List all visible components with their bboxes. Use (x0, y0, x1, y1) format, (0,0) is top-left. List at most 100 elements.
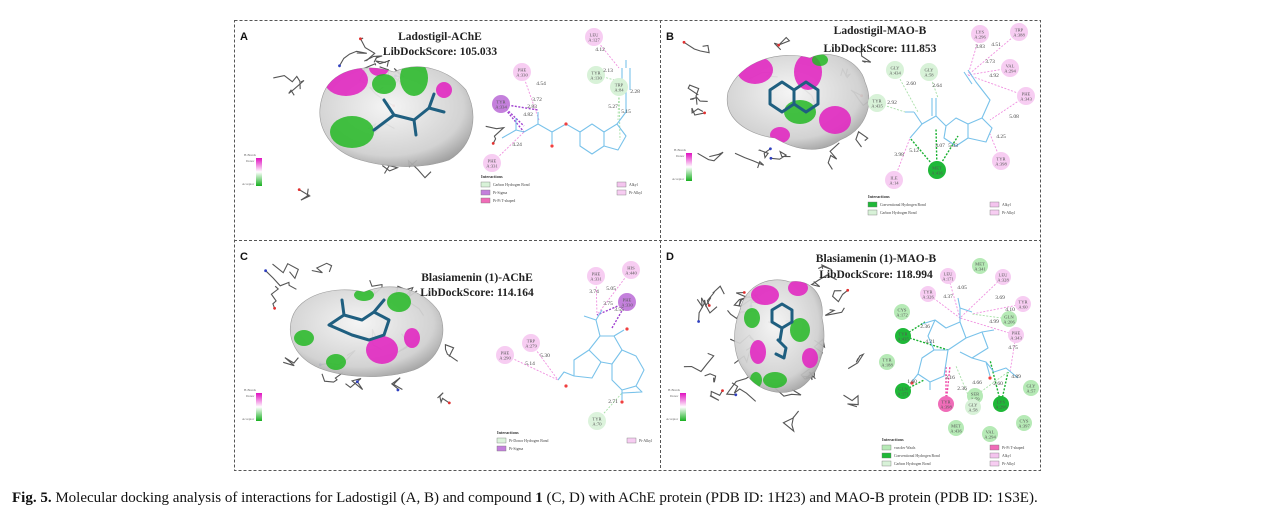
distance-label: 4.24 (512, 142, 522, 148)
legend-swatch (989, 209, 1000, 216)
residue-stick (734, 152, 765, 169)
panel-letter: A (240, 31, 248, 43)
residue-id: A:294 (984, 435, 996, 440)
atom (396, 388, 400, 392)
hbond-color-key: H-Bonds Donor Acceptor (242, 388, 262, 421)
residue-id: A:70 (592, 422, 602, 427)
residue-disc (587, 66, 605, 84)
hbond-acceptor-patch (372, 74, 396, 94)
legend-item-alkyl: Alkyl (989, 452, 1011, 459)
distance-label: 5.15 (621, 109, 631, 115)
residue-name: LEU (999, 273, 1009, 278)
residue-id: A:330 (621, 303, 633, 308)
residue-disc (995, 269, 1011, 285)
residue-disc (920, 286, 936, 302)
panel-title: Ladostigil-AChE (398, 31, 482, 43)
distance-label: 2.36 (957, 386, 967, 392)
distance-label: 4.99 (989, 319, 999, 325)
interaction-line-pi-alkyl (1009, 334, 1017, 373)
residue-id: A:127 (588, 38, 600, 43)
residue-stick (298, 188, 311, 201)
distance-label: 3.83 (975, 44, 985, 50)
ligand-2d-structure (905, 69, 993, 147)
atom (491, 142, 495, 145)
residue-disc (622, 261, 640, 279)
residue-disc (938, 396, 954, 412)
distance-label: 4.37 (943, 294, 953, 300)
libdock-score: LibDockScore: 114.164 (420, 287, 534, 299)
hbond-donor-patch (436, 82, 452, 98)
legend-swatch (989, 201, 1000, 208)
distance-label: 4.75 (1008, 345, 1018, 351)
residue-stick (683, 352, 715, 373)
residue-stick (360, 37, 376, 62)
color-key-gradient-bar (680, 393, 686, 421)
legend-item-alkyl: Alkyl (989, 201, 1011, 208)
atom (273, 306, 276, 310)
residue-id: A:130 (590, 76, 602, 81)
residue-id: A:206 (1003, 320, 1015, 325)
residue-stick (364, 55, 383, 63)
binding-pocket-surface (726, 54, 870, 150)
residue-id: A:341 (974, 267, 986, 272)
residue-id: A:58 (968, 408, 978, 413)
legend-item-pi-alkyl: Pi-Alkyl (616, 189, 642, 196)
hbond-donor-patch (802, 348, 818, 368)
legend-label: Pi-Sigma (493, 191, 507, 195)
hbond-acceptor-patch (750, 372, 762, 388)
residue-id: A:171 (942, 277, 954, 282)
residue-id: A:331 (590, 277, 602, 282)
legend-item-pi-alkyl: Pi-Alkyl (989, 460, 1015, 467)
residue-id: A:440 (625, 271, 637, 276)
residue-stick (782, 410, 800, 433)
distance-label: 2.36 (920, 324, 930, 330)
distance-label: 4.66 (972, 380, 982, 386)
distance-label: 2.92 (887, 100, 897, 106)
residue-stick (773, 36, 791, 51)
color-key-donor: Donor (670, 394, 679, 398)
residue-disc (868, 94, 886, 112)
residue-stick (818, 264, 833, 271)
distance-label: 5.27 (608, 104, 618, 110)
residue-id: A:436 (931, 171, 943, 176)
residue-stick (687, 84, 700, 105)
residue-disc (1023, 380, 1039, 396)
atom (742, 291, 746, 294)
atom (297, 188, 301, 192)
legend-label: Alkyl (629, 183, 638, 187)
distance-label: 4.54 (536, 81, 546, 87)
color-key-donor: Donor (676, 154, 685, 158)
residue-id: A:59 (970, 397, 980, 402)
residue-disc (992, 152, 1010, 170)
distance-label: 4.12 (595, 47, 605, 53)
residue-disc (886, 61, 904, 79)
color-key-gradient-bar (686, 153, 692, 181)
hbond-acceptor-patch (354, 289, 374, 301)
residue-name: GLN (898, 387, 908, 392)
hbond-color-key: H-Bonds Donor Acceptor (672, 148, 692, 181)
legend-swatch (480, 197, 491, 204)
panel-a: A Ladostigil-AChE LibDockScore: 105.033 H-B… (240, 28, 642, 204)
hbond-donor-patch (770, 127, 790, 143)
residue-stick (696, 297, 718, 314)
residue-disc (894, 304, 910, 320)
distance-label: 4.05 (957, 285, 967, 291)
atom (356, 380, 359, 384)
interaction-line-pi-alkyl (596, 269, 632, 316)
residue-name: TYR (923, 290, 933, 295)
residue-id: A:398 (995, 162, 1007, 167)
residue-disc (940, 268, 956, 284)
interaction-line-pi-alkyl (595, 275, 598, 316)
residue-disc (1001, 311, 1017, 327)
atom (703, 111, 706, 115)
hbond-donor-patch (788, 280, 808, 296)
atom (777, 43, 781, 47)
residue-id: A:388 (1013, 33, 1025, 38)
hbond-color-key: H-Bonds Donor Acceptor (666, 388, 686, 421)
interaction-line-pi-alkyl (593, 36, 620, 69)
